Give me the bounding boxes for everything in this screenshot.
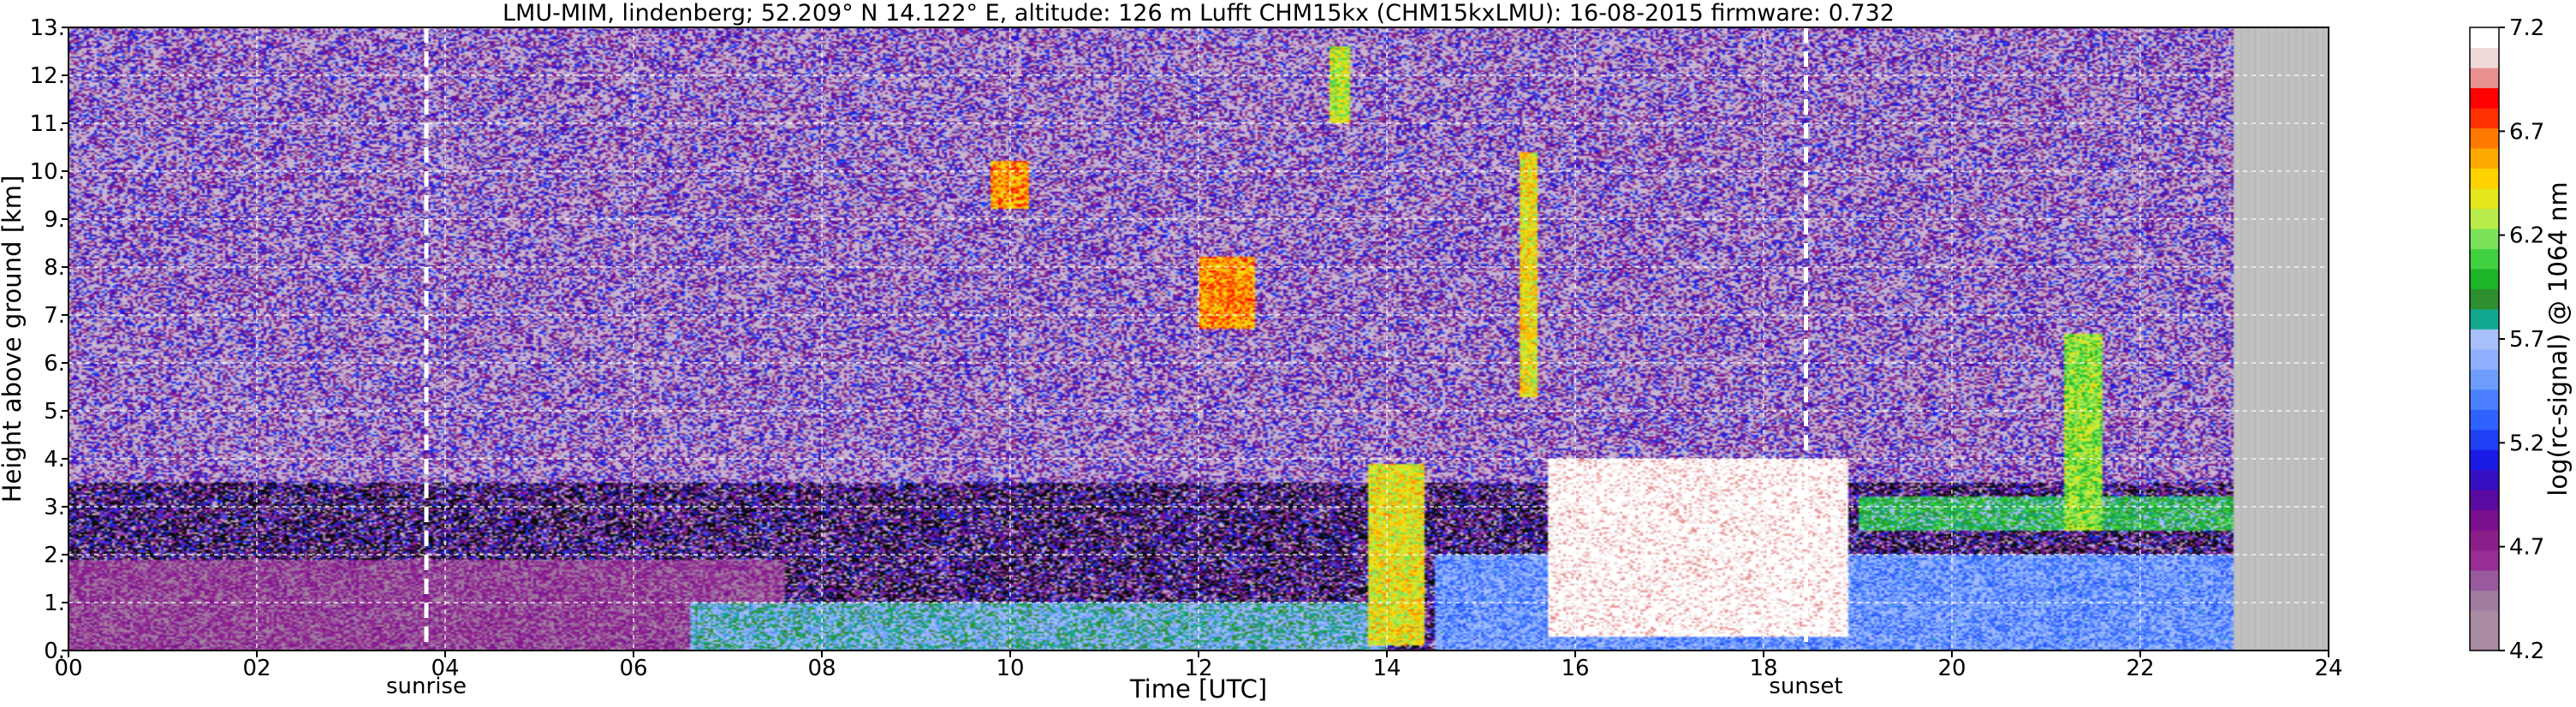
x-tick-label: 24: [2314, 656, 2342, 681]
no-data-region: [2234, 27, 2329, 651]
colorbar-segment: [2470, 509, 2499, 531]
x-tick-label: 02: [242, 656, 271, 681]
colorbar-segment: [2470, 27, 2499, 49]
plot-area: sunrise sunset: [68, 27, 2329, 699]
colorbar-segment: [2470, 208, 2499, 229]
y-tick-label: 5.: [44, 399, 65, 425]
y-tick-label: 6.: [44, 351, 65, 377]
colorbar-segment: [2470, 348, 2499, 370]
y-tick-label: 11.: [30, 111, 65, 137]
colorbar-segment: [2470, 469, 2499, 490]
x-tick-label: 22: [2126, 656, 2154, 681]
colorbar-tick-label: 5.7: [2509, 327, 2544, 353]
x-tick-label: 18: [1749, 656, 1777, 681]
colorbar-ticks: 4.2 4.7 5.2 5.7 6.2 6.7 7.2: [2499, 15, 2544, 664]
colorbar-segment: [2470, 47, 2499, 68]
x-tick-label: 00: [54, 656, 82, 681]
colorbar-segment: [2470, 449, 2499, 471]
colorbar-segment: [2470, 490, 2499, 511]
y-tick-label: 8.: [44, 255, 65, 281]
x-tick-label: 04: [431, 656, 459, 681]
x-tick-label: 10: [996, 656, 1024, 681]
colorbar-segment: [2470, 187, 2499, 209]
colorbar-segment: [2470, 228, 2499, 249]
y-tick-label: 12.: [30, 63, 65, 89]
colorbar-tick-label: 4.2: [2509, 639, 2544, 664]
grid-lines: [68, 27, 2329, 651]
y-axis: 0. 1. 2. 3. 4. 5. 6. 7. 8. 9. 10. 11. 12. 13.: [30, 15, 68, 664]
colorbar-tick-label: 6.7: [2509, 119, 2544, 145]
y-tick-label: 9.: [44, 207, 65, 233]
colorbar-segment: [2470, 268, 2499, 289]
x-tick-label: 08: [807, 656, 836, 681]
y-tick-label: 7.: [44, 303, 65, 329]
x-tick-label: 06: [619, 656, 647, 681]
colorbar-tick-label: 5.2: [2509, 431, 2544, 456]
colorbar-segment: [2470, 308, 2499, 330]
colorbar-segment: [2470, 429, 2499, 450]
x-tick-label: 14: [1372, 656, 1401, 681]
colorbar: [2469, 27, 2500, 651]
colorbar-segment: [2470, 630, 2499, 651]
colorbar-tick-label: 4.7: [2509, 535, 2544, 561]
y-tick-label: 10.: [30, 159, 65, 185]
colorbar-segment: [2470, 550, 2499, 571]
colorbar-tick-label: 7.2: [2509, 15, 2544, 41]
colorbar-segment: [2470, 288, 2499, 310]
y-axis-label: Height above ground [km]: [0, 175, 27, 503]
colorbar-segment: [2470, 107, 2499, 129]
sun-markers: sunrise sunset: [386, 27, 1843, 699]
colorbar-segment: [2470, 128, 2499, 149]
x-tick-label: 20: [1937, 656, 1966, 681]
colorbar-tick-label: 6.2: [2509, 223, 2544, 249]
y-tick-label: 0.: [44, 639, 65, 664]
y-tick-label: 1.: [44, 591, 65, 616]
marker-label-sunset: sunset: [1769, 674, 1842, 699]
colorbar-segment: [2470, 570, 2499, 591]
colorbar-segment: [2470, 147, 2499, 169]
x-tick-label: 16: [1561, 656, 1589, 681]
colorbar-segment: [2470, 389, 2499, 410]
colorbar-label: log(rc-signal) @ 1064 nm: [2543, 181, 2573, 496]
x-axis: 00 02 04 06 08 10 12 14 16 18 20 22 24: [54, 651, 2343, 681]
colorbar-segment: [2470, 590, 2499, 611]
y-tick-label: 4.: [44, 447, 65, 472]
y-tick-label: 13.: [30, 15, 65, 41]
colorbar-segment: [2470, 329, 2499, 350]
colorbar-segment: [2470, 168, 2499, 189]
colorbar-segment: [2470, 409, 2499, 431]
x-axis-label: Time [UTC]: [1129, 674, 1267, 704]
no-data-hatch: [2234, 27, 2324, 651]
marker-label-sunrise: sunrise: [386, 674, 467, 699]
colorbar-segment: [2470, 530, 2499, 551]
colorbar-segment: [2470, 67, 2499, 89]
x-tick-label: 12: [1184, 656, 1212, 681]
colorbar-segment: [2470, 610, 2499, 632]
colorbar-segment: [2470, 369, 2499, 390]
colorbar-segment: [2470, 87, 2499, 109]
y-tick-label: 2.: [44, 543, 65, 568]
y-tick-label: 3.: [44, 495, 65, 520]
colorbar-segment: [2470, 248, 2499, 270]
chart-title: LMU-MIM, lindenberg; 52.209° N 14.122° E…: [503, 0, 1895, 27]
